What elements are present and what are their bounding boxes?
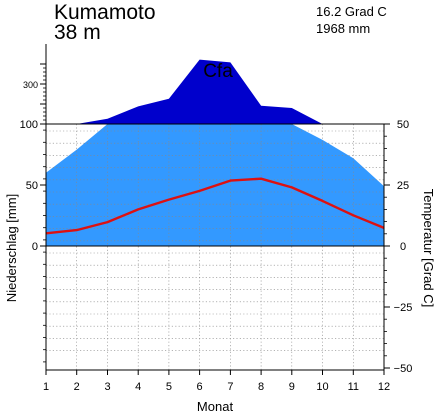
station-elevation: 38 m (54, 21, 101, 44)
left-tick-label: 50 (26, 180, 38, 192)
chart-axes (40, 44, 390, 375)
x-tick-label: 5 (166, 381, 172, 393)
station-name: Kumamoto (54, 1, 156, 24)
right-axis-title: Temperatur [Grad C] (421, 189, 436, 308)
x-tick-label: 10 (316, 381, 328, 393)
grid-lines (45, 124, 385, 370)
x-tick-label: 3 (104, 381, 110, 393)
left-tick-label: 100 (20, 119, 38, 131)
annual-precipitation: 1968 mm (316, 21, 371, 36)
x-tick-label: 4 (135, 381, 141, 393)
left-tick-label: 0 (32, 241, 38, 253)
x-tick-label: 9 (289, 381, 295, 393)
x-tick-label: 6 (197, 381, 203, 393)
x-tick-label: 7 (227, 381, 233, 393)
x-tick-label: 1 (43, 381, 49, 393)
right-tick-label: 0 (400, 241, 406, 253)
right-tick-label: −25 (394, 302, 413, 314)
temperature-layer (45, 177, 385, 235)
perhumid-area (46, 59, 384, 124)
climate-class-label: Cfa (203, 61, 233, 82)
precipitation-fills (46, 59, 384, 246)
temperature-line (45, 177, 385, 235)
x-tick-label: 12 (378, 381, 390, 393)
right-tick-label: −50 (394, 363, 413, 375)
x-tick-label: 2 (74, 381, 80, 393)
left-tick-label: 300 (23, 80, 38, 90)
x-tick-label: 11 (348, 381, 359, 393)
left-axis-title: Niederschlag [mm] (4, 194, 19, 302)
right-tick-label: 50 (397, 119, 409, 131)
x-axis-title: Monat (197, 399, 234, 414)
right-tick-label: 25 (397, 180, 409, 192)
x-tick-label: 8 (258, 381, 264, 393)
mean-annual-temperature: 16.2 Grad C (316, 4, 387, 19)
